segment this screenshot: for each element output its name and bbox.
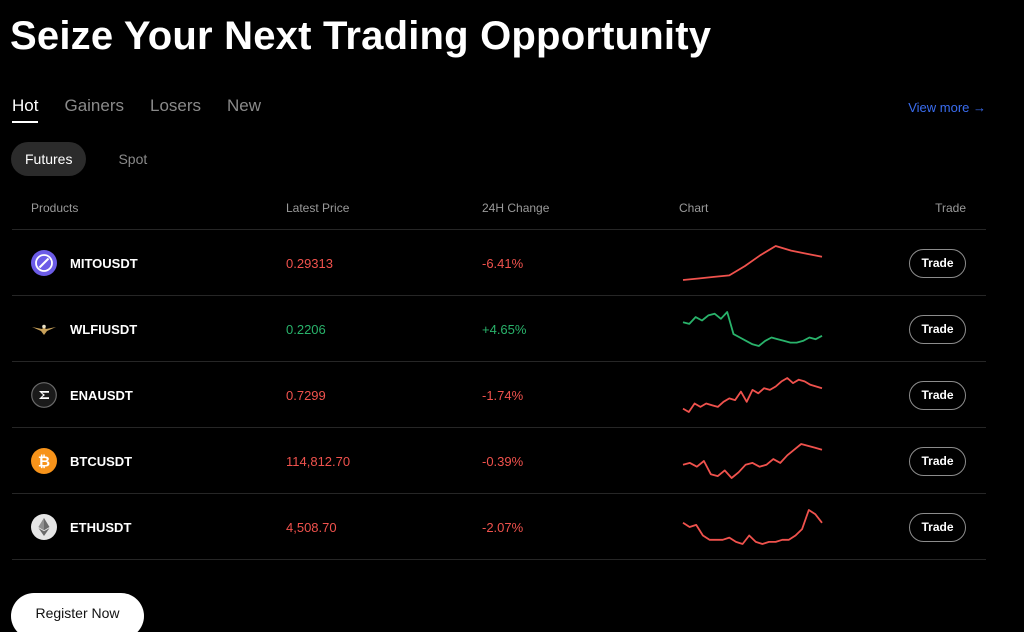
change-24h: -1.74% (482, 387, 524, 403)
trade-button[interactable]: Trade (909, 512, 966, 542)
header-products: Products (31, 201, 79, 215)
tab-losers[interactable]: Losers (150, 96, 202, 115)
ena-coin-icon (31, 382, 57, 408)
sparkline-path (682, 245, 823, 281)
header-trade: Trade (935, 201, 966, 215)
latest-price: 4,508.70 (286, 519, 337, 535)
table-row[interactable]: WLFIUSDT 0.2206 +4.65% Trade (12, 296, 986, 362)
market-type-toggle: Futures Spot (11, 142, 171, 176)
sparkline-chart (682, 245, 823, 281)
table-row[interactable]: ENAUSDT 0.7299 -1.74% Trade (12, 362, 986, 428)
sparkline-path (682, 509, 823, 545)
table-row[interactable]: ETHUSDT 4,508.70 -2.07% Trade (12, 494, 986, 560)
change-24h: -0.39% (482, 453, 524, 469)
change-24h: +4.65% (482, 321, 527, 337)
wlfi-eagle-icon (31, 316, 57, 342)
sparkline-path (682, 443, 823, 479)
sparkline-chart (682, 443, 823, 479)
spot-toggle[interactable]: Spot (118, 151, 148, 167)
header-24h-change: 24H Change (482, 201, 550, 215)
trade-button[interactable]: Trade (909, 380, 966, 410)
ethereum-icon (31, 514, 57, 540)
latest-price: 0.7299 (286, 387, 326, 403)
tab-gainers[interactable]: Gainers (64, 96, 124, 115)
latest-price: 0.29313 (286, 255, 333, 271)
mito-coin-icon (31, 250, 57, 276)
page-title: Seize Your Next Trading Opportunity (10, 14, 712, 58)
tab-hot[interactable]: Hot (12, 96, 39, 123)
futures-toggle[interactable]: Futures (11, 142, 87, 176)
header-chart: Chart (679, 201, 709, 215)
market-tabs: Hot Gainers Losers New (12, 96, 261, 123)
sparkline-chart (682, 311, 823, 347)
sparkline-path (682, 377, 823, 413)
table-row[interactable]: ₿ BTCUSDT 114,812.70 -0.39% Trade (12, 428, 986, 494)
table-header: Products Latest Price 24H Change Chart T… (12, 192, 986, 230)
table-row[interactable]: MITOUSDT 0.29313 -6.41% Trade (12, 230, 986, 296)
trade-button[interactable]: Trade (909, 314, 966, 344)
latest-price: 114,812.70 (286, 453, 351, 469)
sparkline-path (682, 311, 823, 347)
product-symbol: MITOUSDT (70, 255, 138, 271)
product-symbol: ETHUSDT (70, 519, 132, 535)
sparkline-chart (682, 509, 823, 545)
product-symbol: WLFIUSDT (70, 321, 138, 337)
header-latest-price: Latest Price (286, 201, 350, 215)
trade-button[interactable]: Trade (909, 248, 966, 278)
register-now-button[interactable]: Register Now (11, 593, 144, 632)
market-table: Products Latest Price 24H Change Chart T… (12, 192, 986, 560)
change-24h: -2.07% (482, 519, 524, 535)
product-symbol: BTCUSDT (70, 453, 133, 469)
trade-button[interactable]: Trade (909, 446, 966, 476)
bitcoin-icon: ₿ (31, 448, 57, 474)
view-more-link[interactable]: View more → (908, 100, 986, 115)
tab-new[interactable]: New (227, 96, 262, 115)
latest-price: 0.2206 (286, 321, 326, 337)
svg-text:₿: ₿ (38, 453, 50, 471)
product-symbol: ENAUSDT (70, 387, 133, 403)
sparkline-chart (682, 377, 823, 413)
change-24h: -6.41% (482, 255, 524, 271)
